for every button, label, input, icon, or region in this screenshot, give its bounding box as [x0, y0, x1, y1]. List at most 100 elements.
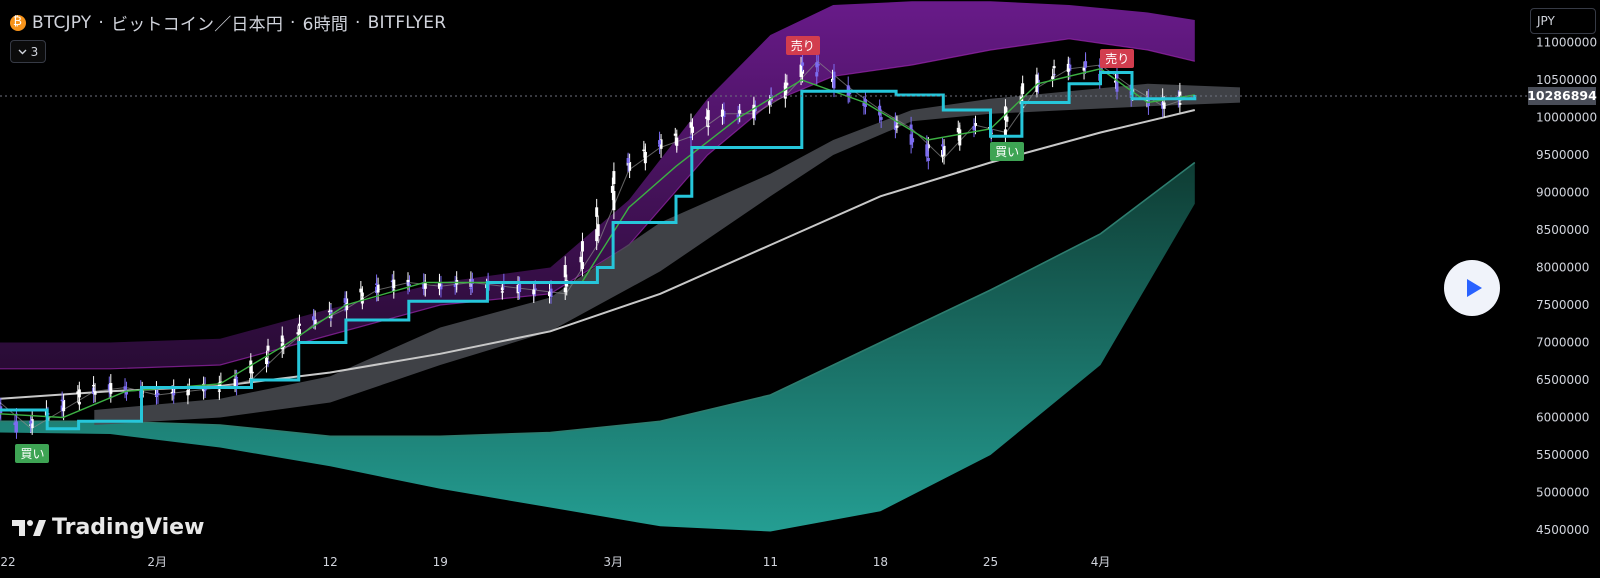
candle-body	[878, 112, 882, 116]
tenkan-line	[0, 68, 1195, 419]
candle-body	[926, 157, 930, 161]
candle-body	[327, 310, 331, 313]
candle-body	[879, 117, 883, 120]
price-tick-label: 8000000	[1536, 261, 1589, 275]
candle-body	[643, 151, 647, 156]
price-axis[interactable]: 11000000 10500000 10000000 9500000 9000000 85…	[1536, 36, 1597, 538]
candle-body	[563, 287, 567, 293]
candle-body	[172, 393, 176, 396]
candle-body	[406, 279, 410, 283]
candle-body	[233, 378, 237, 387]
candle-body	[689, 136, 693, 139]
candle-body	[832, 79, 836, 89]
price-line	[0, 60, 1195, 430]
candle-body	[249, 360, 253, 374]
candle-body	[62, 399, 66, 412]
candle-body	[280, 335, 284, 342]
candle-body	[125, 390, 129, 395]
candle-body	[170, 391, 174, 394]
candle-body	[580, 262, 584, 269]
time-tick-label: 3月	[603, 555, 623, 569]
candle-body	[673, 133, 677, 136]
ichimoku-cloud	[94, 83, 1240, 425]
currency-selector[interactable]: JPY	[1530, 8, 1596, 34]
price-tick-label: 10500000	[1536, 73, 1597, 87]
candle-body	[642, 149, 646, 152]
candle-body	[455, 282, 459, 285]
candle-body	[1003, 106, 1007, 121]
candle-body	[469, 287, 473, 290]
candle-body	[706, 110, 710, 121]
separator-dot: ·	[290, 12, 296, 33]
upper-band-area	[0, 1, 1195, 369]
candle-body	[801, 62, 805, 66]
replay-play-button[interactable]	[1444, 260, 1500, 316]
candle-body	[972, 127, 976, 131]
chart-header: BTCJPY · ビットコイン／日本円 · 6時間 · BITFLYER	[10, 10, 446, 35]
candle-body	[360, 292, 364, 297]
separator-dot: ·	[98, 12, 105, 33]
candle-body	[783, 82, 787, 88]
candle-body	[109, 383, 113, 393]
candle-body	[1052, 66, 1056, 69]
candle-body	[1082, 67, 1086, 71]
symbol-name[interactable]: BTCJPY	[32, 12, 92, 33]
interval-label[interactable]: 6時間	[302, 15, 349, 35]
time-tick-label: 22	[0, 555, 15, 569]
price-tick-label: 6000000	[1536, 411, 1589, 425]
candle-body	[219, 381, 223, 384]
exchange-label: BITFLYER	[367, 12, 447, 33]
candle-body	[958, 129, 962, 135]
candle-body	[895, 125, 899, 128]
candle-body	[343, 298, 347, 303]
upper-band-line	[0, 38, 1195, 370]
candle-body	[579, 256, 583, 263]
price-tick-label: 10000000	[1536, 111, 1597, 125]
candle-body	[1084, 61, 1088, 68]
candle-body	[1162, 102, 1166, 109]
candle-body	[30, 419, 34, 429]
candle-body	[123, 387, 127, 390]
price-tick-label: 9000000	[1536, 186, 1589, 200]
time-axis[interactable]: 22 2月 12 19 3月 11 18 25 4月	[0, 555, 1110, 569]
buy-signal-tag: 買い	[15, 443, 50, 463]
candle-body	[1115, 80, 1119, 92]
candle-body	[628, 162, 632, 171]
time-tick-label: 12	[323, 555, 338, 569]
candle-body	[942, 145, 946, 156]
candle-body	[689, 122, 693, 128]
candle-body	[1021, 83, 1025, 94]
candle-body	[1003, 129, 1007, 137]
candle-body	[500, 291, 504, 293]
tradingview-logo[interactable]: TradingView	[12, 515, 204, 540]
candle-body	[408, 284, 412, 287]
candle-body	[77, 389, 81, 398]
candle-body	[848, 92, 852, 95]
candle-body	[1068, 64, 1072, 71]
time-tick-label: 19	[433, 555, 448, 569]
candle-body	[675, 137, 679, 143]
lower-band-line	[0, 161, 1196, 438]
candle-body	[60, 399, 64, 402]
price-tick-label: 7000000	[1536, 336, 1589, 350]
candle-body	[1146, 102, 1150, 106]
candle-body	[612, 171, 616, 185]
candle-body	[312, 316, 316, 320]
candle-body	[359, 288, 363, 293]
candle-body	[1098, 65, 1102, 67]
price-tick-label: 11000000	[1536, 36, 1597, 50]
candle-body	[548, 291, 552, 297]
candle-body	[595, 207, 599, 217]
candle-body	[437, 283, 441, 287]
candle-body	[815, 72, 819, 77]
candle-body	[768, 101, 772, 105]
candle-body	[816, 64, 820, 66]
time-tick-label: 18	[873, 555, 888, 569]
candle-body	[563, 265, 567, 278]
candle-body	[265, 357, 269, 365]
play-icon	[1467, 279, 1482, 297]
indicators-toggle-button[interactable]: 3	[10, 40, 46, 63]
candle-body	[92, 384, 96, 387]
candle-body	[0, 412, 1, 419]
